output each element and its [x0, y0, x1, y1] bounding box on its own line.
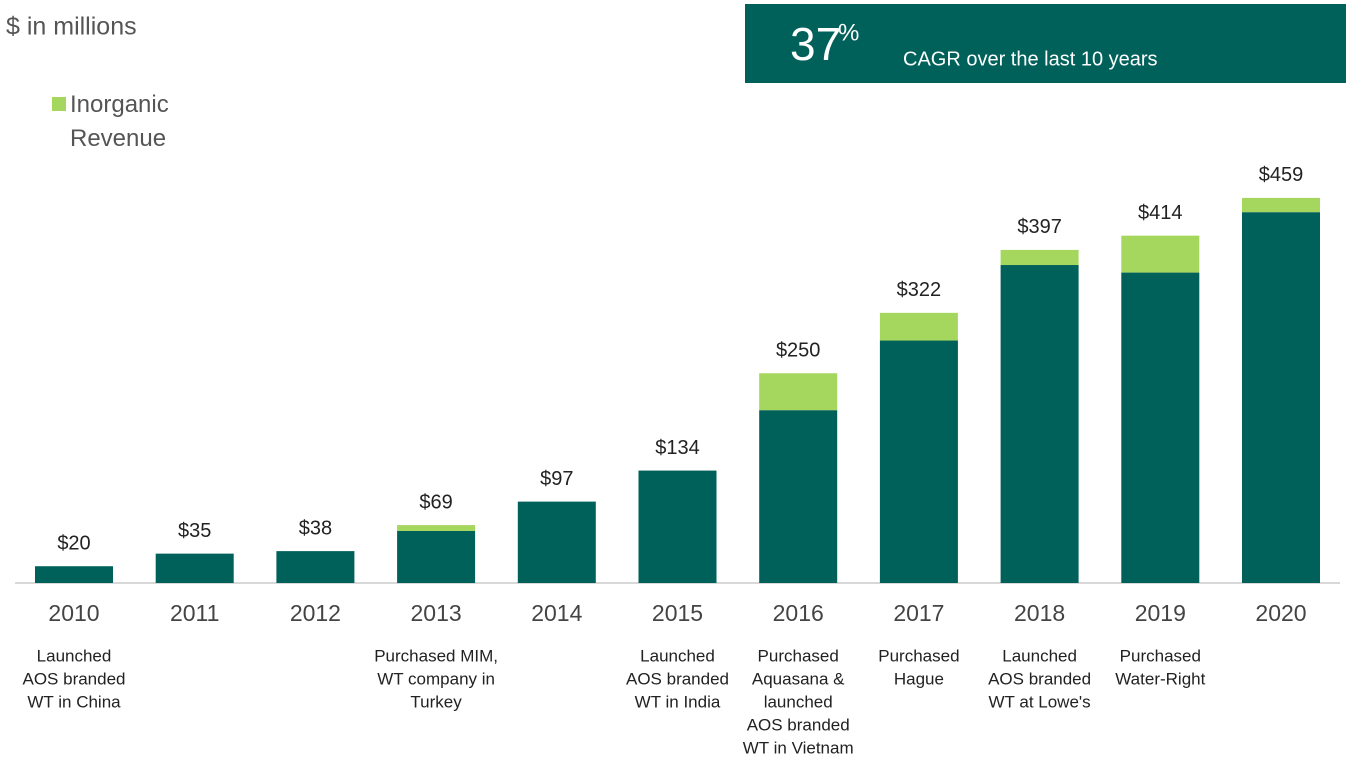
- total-label: $459: [1259, 164, 1304, 186]
- x-tick-label: 2014: [531, 600, 582, 626]
- milestone-note: Launched: [1002, 646, 1077, 665]
- x-tick-label: 2016: [773, 600, 824, 626]
- total-label: $38: [299, 517, 332, 539]
- bar-segment: [879, 312, 958, 341]
- callout-unit: %: [838, 19, 859, 46]
- bar-segment: [879, 340, 958, 583]
- milestone-note: WT at Lowe's: [989, 692, 1091, 711]
- milestone-note: Purchased: [878, 646, 959, 665]
- bar-segment: [1242, 212, 1320, 584]
- bar-segment: [397, 530, 476, 583]
- x-tick-label: 2011: [170, 600, 219, 626]
- milestone-note: AOS branded: [747, 715, 850, 734]
- bar-segment: [276, 551, 355, 583]
- total-label: $250: [776, 340, 821, 362]
- total-label: $69: [419, 491, 452, 513]
- bar-segment: [1000, 265, 1079, 583]
- x-tick-label: 2019: [1135, 600, 1186, 626]
- unit-note: $ in millions: [6, 13, 137, 41]
- milestone-note: Water-Right: [1115, 669, 1205, 688]
- milestone-note: Purchased: [1120, 646, 1201, 665]
- x-tick-label: 2018: [1014, 600, 1065, 626]
- bar-segment: [155, 553, 234, 583]
- bar-segment: [1121, 235, 1200, 273]
- milestone-note: Launched: [640, 646, 715, 665]
- callout-box: [745, 4, 1346, 83]
- milestone-note: WT in Vietnam: [743, 738, 854, 757]
- milestone-note: Hague: [894, 669, 944, 688]
- milestone-note: WT in China: [27, 692, 121, 711]
- x-tick-label: 2013: [411, 600, 462, 626]
- bar-segment: [1000, 249, 1079, 266]
- total-label: $97: [540, 468, 573, 490]
- milestone-note: Purchased MIM,: [374, 646, 498, 665]
- x-tick-label: 2015: [652, 600, 703, 626]
- bar-segment: [638, 470, 717, 583]
- bar-segment: [397, 525, 476, 531]
- total-label: $397: [1017, 216, 1062, 238]
- total-label: $322: [897, 279, 942, 301]
- total-label: $414: [1138, 202, 1183, 224]
- total-label: $35: [178, 520, 211, 542]
- total-label: $134: [655, 437, 700, 459]
- x-tick-label: 2010: [48, 600, 99, 626]
- bar-segment: [759, 410, 838, 583]
- x-tick-label: 2020: [1255, 600, 1306, 626]
- callout-value: 37: [790, 18, 841, 70]
- legend-swatch: [52, 97, 66, 111]
- milestone-note: AOS branded: [626, 669, 729, 688]
- milestone-note: Turkey: [410, 692, 462, 711]
- bar-segment: [35, 566, 113, 583]
- bar-segment: [1121, 272, 1200, 583]
- milestone-note: WT company in: [377, 669, 495, 688]
- x-tick-label: 2017: [893, 600, 944, 626]
- milestone-note: launched: [764, 692, 833, 711]
- milestone-note: Purchased: [758, 646, 839, 665]
- callout-text: CAGR over the last 10 years: [903, 48, 1158, 70]
- milestone-note: AOS branded: [988, 669, 1091, 688]
- legend-label: Inorganic Revenue: [70, 91, 169, 152]
- x-tick-label: 2012: [290, 600, 341, 626]
- total-label: $20: [57, 533, 90, 555]
- milestone-note: Aquasana &: [752, 669, 845, 688]
- milestone-note: WT in India: [635, 692, 721, 711]
- bar-segment: [1242, 197, 1320, 213]
- milestone-note: AOS branded: [22, 669, 125, 688]
- bar-segment: [517, 501, 596, 583]
- milestone-note: Launched: [37, 646, 112, 665]
- bar-segment: [759, 373, 838, 411]
